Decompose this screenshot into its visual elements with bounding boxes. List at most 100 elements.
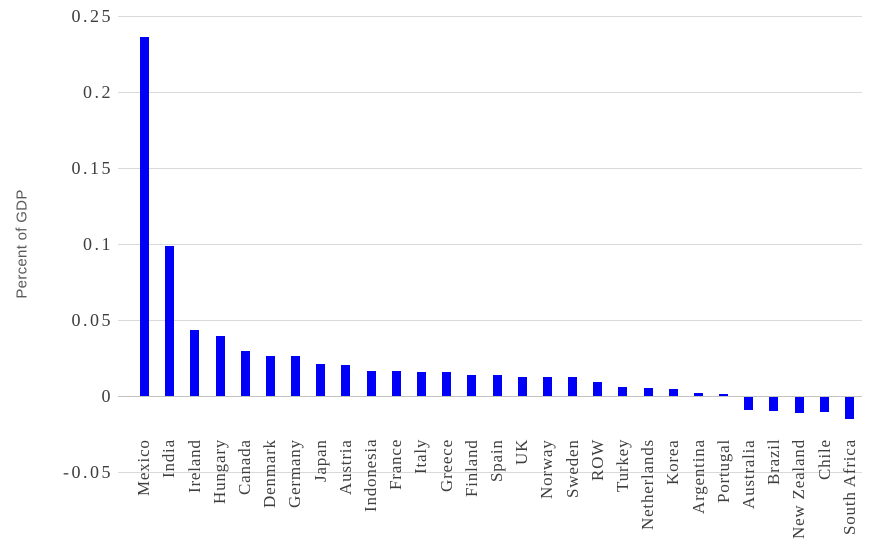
x-label-cell: India (156, 439, 181, 551)
bar-argentina (694, 393, 703, 396)
x-label-cell: Australia (736, 439, 761, 551)
bar-uk (518, 377, 527, 396)
bar-india (165, 246, 174, 396)
x-label-italy: Italy (411, 439, 431, 475)
x-label-cell: France (383, 439, 408, 551)
x-label-ireland: Ireland (184, 439, 204, 493)
x-label-cell: Portugal (711, 439, 736, 551)
x-label-cell: Netherlands (635, 439, 660, 551)
x-label-cell: Turkey (610, 439, 635, 551)
bar-japan (316, 364, 325, 396)
y-tick-label: 0 (101, 386, 113, 406)
y-tick-label: 0.1 (83, 234, 113, 254)
bar-turkey (618, 387, 627, 396)
x-label-cell: Germany (282, 439, 307, 551)
x-label-hungary: Hungary (209, 439, 229, 505)
bar-france (392, 371, 401, 396)
x-label-spain: Spain (486, 439, 506, 482)
bar-germany (291, 356, 300, 396)
bar-greece (442, 372, 451, 396)
x-label-portugal: Portugal (713, 439, 733, 504)
gridline (118, 168, 862, 169)
x-label-cell: Korea (660, 439, 685, 551)
x-label-france: France (386, 439, 406, 491)
x-label-netherlands: Netherlands (638, 439, 658, 530)
bar-brazil (769, 397, 778, 411)
bar-indonesia (367, 371, 376, 396)
bar-austria (341, 365, 350, 396)
y-tick-label: 0.2 (83, 82, 113, 102)
x-label-cell: Japan (307, 439, 332, 551)
y-tick-label: 0.15 (71, 158, 113, 178)
bar-new-zealand (795, 397, 804, 413)
x-axis-category-labels: Mexico India Ireland Hungary Canada Denmark Ge… (131, 439, 862, 551)
x-label-cell: New Zealand (786, 439, 811, 551)
x-label-cell: Spain (484, 439, 509, 551)
x-label-cell: Hungary (207, 439, 232, 551)
x-label-cell: Brazil (761, 439, 786, 551)
bar-australia (744, 397, 753, 410)
gridline (118, 244, 862, 245)
x-label-cell: Canada (232, 439, 257, 551)
x-label-finland: Finland (461, 439, 481, 497)
bar-netherlands (644, 388, 653, 396)
x-label-australia: Australia (738, 439, 758, 509)
bar-row (593, 382, 602, 396)
x-label-mexico: Mexico (134, 439, 154, 496)
y-tick-label: 0.25 (71, 6, 113, 26)
y-tick-label: -0.05 (63, 462, 113, 482)
bar-mexico (140, 37, 149, 396)
x-label-south-africa: South Africa (839, 439, 859, 536)
bar-spain (493, 375, 502, 396)
x-label-austria: Austria (335, 439, 355, 495)
x-label-greece: Greece (436, 439, 456, 492)
x-label-cell: Italy (408, 439, 433, 551)
bar-norway (543, 377, 552, 396)
bar-ireland (190, 330, 199, 396)
x-label-cell: Ireland (181, 439, 206, 551)
bar-sweden (568, 377, 577, 396)
x-label-cell: Argentina (685, 439, 710, 551)
x-label-turkey: Turkey (612, 439, 632, 493)
x-label-norway: Norway (537, 439, 557, 499)
bar-hungary (216, 336, 225, 396)
x-label-uk: UK (512, 439, 532, 466)
bar-finland (467, 375, 476, 396)
gridline (118, 472, 862, 473)
bar-south-africa (845, 397, 854, 419)
x-label-cell: Sweden (559, 439, 584, 551)
x-label-row: ROW (587, 439, 607, 482)
bar-portugal (719, 394, 728, 396)
bar-chile (820, 397, 829, 412)
bar-canada (241, 351, 250, 396)
bar-italy (417, 372, 426, 396)
y-axis-title: Percent of GDP (13, 189, 31, 299)
x-label-sweden: Sweden (562, 439, 582, 498)
x-label-canada: Canada (234, 439, 254, 495)
gridline (118, 16, 862, 17)
x-label-cell: Denmark (257, 439, 282, 551)
x-label-cell: Austria (333, 439, 358, 551)
x-label-cell: South Africa (837, 439, 862, 551)
x-label-argentina: Argentina (688, 439, 708, 514)
x-label-brazil: Brazil (764, 439, 784, 486)
bar-denmark (266, 356, 275, 396)
gridline (118, 92, 862, 93)
x-label-cell: Chile (811, 439, 836, 551)
x-label-cell: Indonesia (358, 439, 383, 551)
x-label-cell: Greece (433, 439, 458, 551)
bar-korea (669, 389, 678, 396)
x-label-germany: Germany (285, 439, 305, 508)
gridline (118, 320, 862, 321)
x-label-cell: Norway (534, 439, 559, 551)
x-label-chile: Chile (814, 439, 834, 480)
x-label-indonesia: Indonesia (360, 439, 380, 513)
x-label-japan: Japan (310, 439, 330, 482)
x-label-cell: Finland (459, 439, 484, 551)
x-label-cell: UK (509, 439, 534, 551)
x-label-india: India (159, 439, 179, 478)
x-label-cell: Mexico (131, 439, 156, 551)
x-label-denmark: Denmark (260, 439, 280, 508)
